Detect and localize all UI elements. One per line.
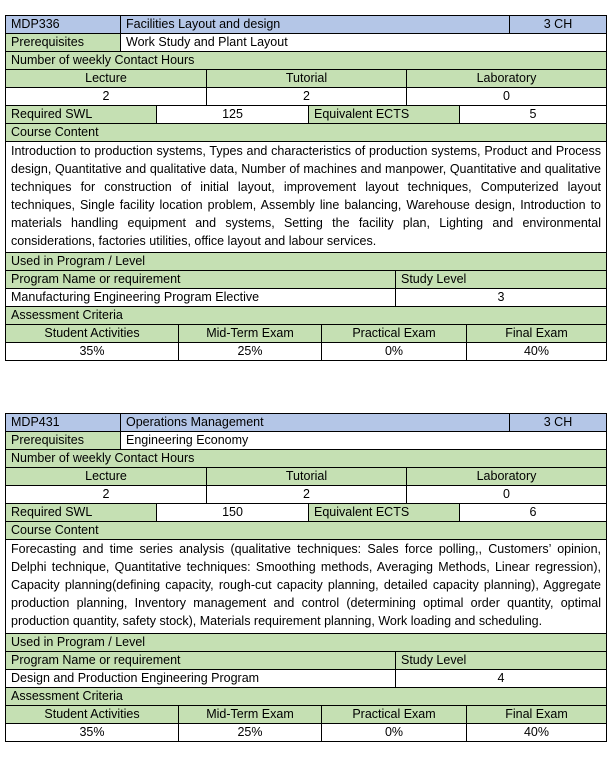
contact-hours-label: Number of weekly Contact Hours [6, 450, 607, 468]
program-value-row: Manufacturing Engineering Program Electi… [6, 289, 607, 308]
lecture-header: Lecture [6, 70, 207, 88]
prerequisites-label: Prerequisites [6, 432, 121, 450]
ects-label: Equivalent ECTS [309, 106, 460, 124]
program-name-value: Design and Production Engineering Progra… [6, 669, 396, 688]
program-header-row: Program Name or requirement Study Level [6, 271, 607, 290]
program-header-row: Program Name or requirement Study Level [6, 651, 607, 670]
assessment-value-row: 35% 25% 0% 40% [6, 343, 607, 362]
student-activities-value: 35% [6, 343, 179, 362]
study-level-label: Study Level [396, 651, 607, 670]
course-code: MDP431 [6, 414, 121, 432]
student-activities-header: Student Activities [6, 705, 179, 724]
swl-label: Required SWL [6, 504, 157, 522]
practical-header: Practical Exam [322, 705, 467, 724]
hours-value-row: 2 2 0 [6, 88, 607, 106]
program-name-label: Program Name or requirement [6, 651, 396, 670]
course-title: Operations Management [121, 414, 510, 432]
tutorial-value: 2 [207, 486, 407, 504]
tutorial-value: 2 [207, 88, 407, 106]
prerequisites-row: Prerequisites Work Study and Plant Layou… [6, 34, 607, 52]
prerequisites-value: Work Study and Plant Layout [121, 34, 607, 52]
swl-row: Required SWL 150 Equivalent ECTS 6 [6, 504, 607, 522]
assessment-header-row: Student Activities Mid-Term Exam Practic… [6, 705, 607, 724]
used-in-program-label: Used in Program / Level [6, 633, 607, 652]
program-name-label: Program Name or requirement [6, 271, 396, 290]
laboratory-header: Laboratory [407, 70, 607, 88]
used-in-program-label: Used in Program / Level [6, 253, 607, 272]
course-title: Facilities Layout and design [121, 16, 510, 34]
student-activities-value: 35% [6, 723, 179, 742]
credit-hours: 3 CH [510, 16, 607, 34]
program-value-row: Design and Production Engineering Progra… [6, 669, 607, 688]
final-value: 40% [467, 723, 607, 742]
program-name-value: Manufacturing Engineering Program Electi… [6, 289, 396, 308]
study-level-value: 4 [396, 669, 607, 688]
course-code: MDP336 [6, 16, 121, 34]
assessment-criteria-label: Assessment Criteria [6, 687, 607, 706]
lecture-header: Lecture [6, 468, 207, 486]
course-table-mdp336: MDP336 Facilities Layout and design 3 CH… [5, 15, 607, 362]
course-header-row: MDP431 Operations Management 3 CH [6, 414, 607, 432]
course-header-row: MDP336 Facilities Layout and design 3 CH [6, 16, 607, 34]
study-level-label: Study Level [396, 271, 607, 290]
laboratory-value: 0 [407, 88, 607, 106]
prerequisites-row: Prerequisites Engineering Economy [6, 432, 607, 450]
lecture-value: 2 [6, 486, 207, 504]
prerequisites-label: Prerequisites [6, 34, 121, 52]
hours-header-row: Lecture Tutorial Laboratory [6, 468, 607, 486]
practical-header: Practical Exam [322, 325, 467, 344]
study-level-value: 3 [396, 289, 607, 308]
course-content-text: Introduction to production systems, Type… [6, 142, 607, 254]
prerequisites-value: Engineering Economy [121, 432, 607, 450]
student-activities-header: Student Activities [6, 325, 179, 344]
tutorial-header: Tutorial [207, 70, 407, 88]
assessment-header-row: Student Activities Mid-Term Exam Practic… [6, 325, 607, 344]
practical-value: 0% [322, 343, 467, 362]
ects-value: 5 [460, 106, 607, 124]
ects-value: 6 [460, 504, 607, 522]
final-value: 40% [467, 343, 607, 362]
hours-header-row: Lecture Tutorial Laboratory [6, 70, 607, 88]
course-content-label: Course Content [6, 124, 607, 142]
hours-value-row: 2 2 0 [6, 486, 607, 504]
swl-label: Required SWL [6, 106, 157, 124]
laboratory-header: Laboratory [407, 468, 607, 486]
assessment-criteria-label: Assessment Criteria [6, 307, 607, 326]
midterm-value: 25% [179, 343, 322, 362]
practical-value: 0% [322, 723, 467, 742]
laboratory-value: 0 [407, 486, 607, 504]
assessment-value-row: 35% 25% 0% 40% [6, 723, 607, 742]
midterm-header: Mid-Term Exam [179, 325, 322, 344]
ects-label: Equivalent ECTS [309, 504, 460, 522]
midterm-header: Mid-Term Exam [179, 705, 322, 724]
course-content-text: Forecasting and time series analysis (qu… [6, 540, 607, 634]
final-header: Final Exam [467, 325, 607, 344]
swl-value: 150 [157, 504, 309, 522]
lecture-value: 2 [6, 88, 207, 106]
midterm-value: 25% [179, 723, 322, 742]
contact-hours-label: Number of weekly Contact Hours [6, 52, 607, 70]
course-content-label: Course Content [6, 522, 607, 540]
course-table-mdp431: MDP431 Operations Management 3 CH Prereq… [5, 413, 607, 742]
tutorial-header: Tutorial [207, 468, 407, 486]
swl-row: Required SWL 125 Equivalent ECTS 5 [6, 106, 607, 124]
final-header: Final Exam [467, 705, 607, 724]
credit-hours: 3 CH [510, 414, 607, 432]
swl-value: 125 [157, 106, 309, 124]
